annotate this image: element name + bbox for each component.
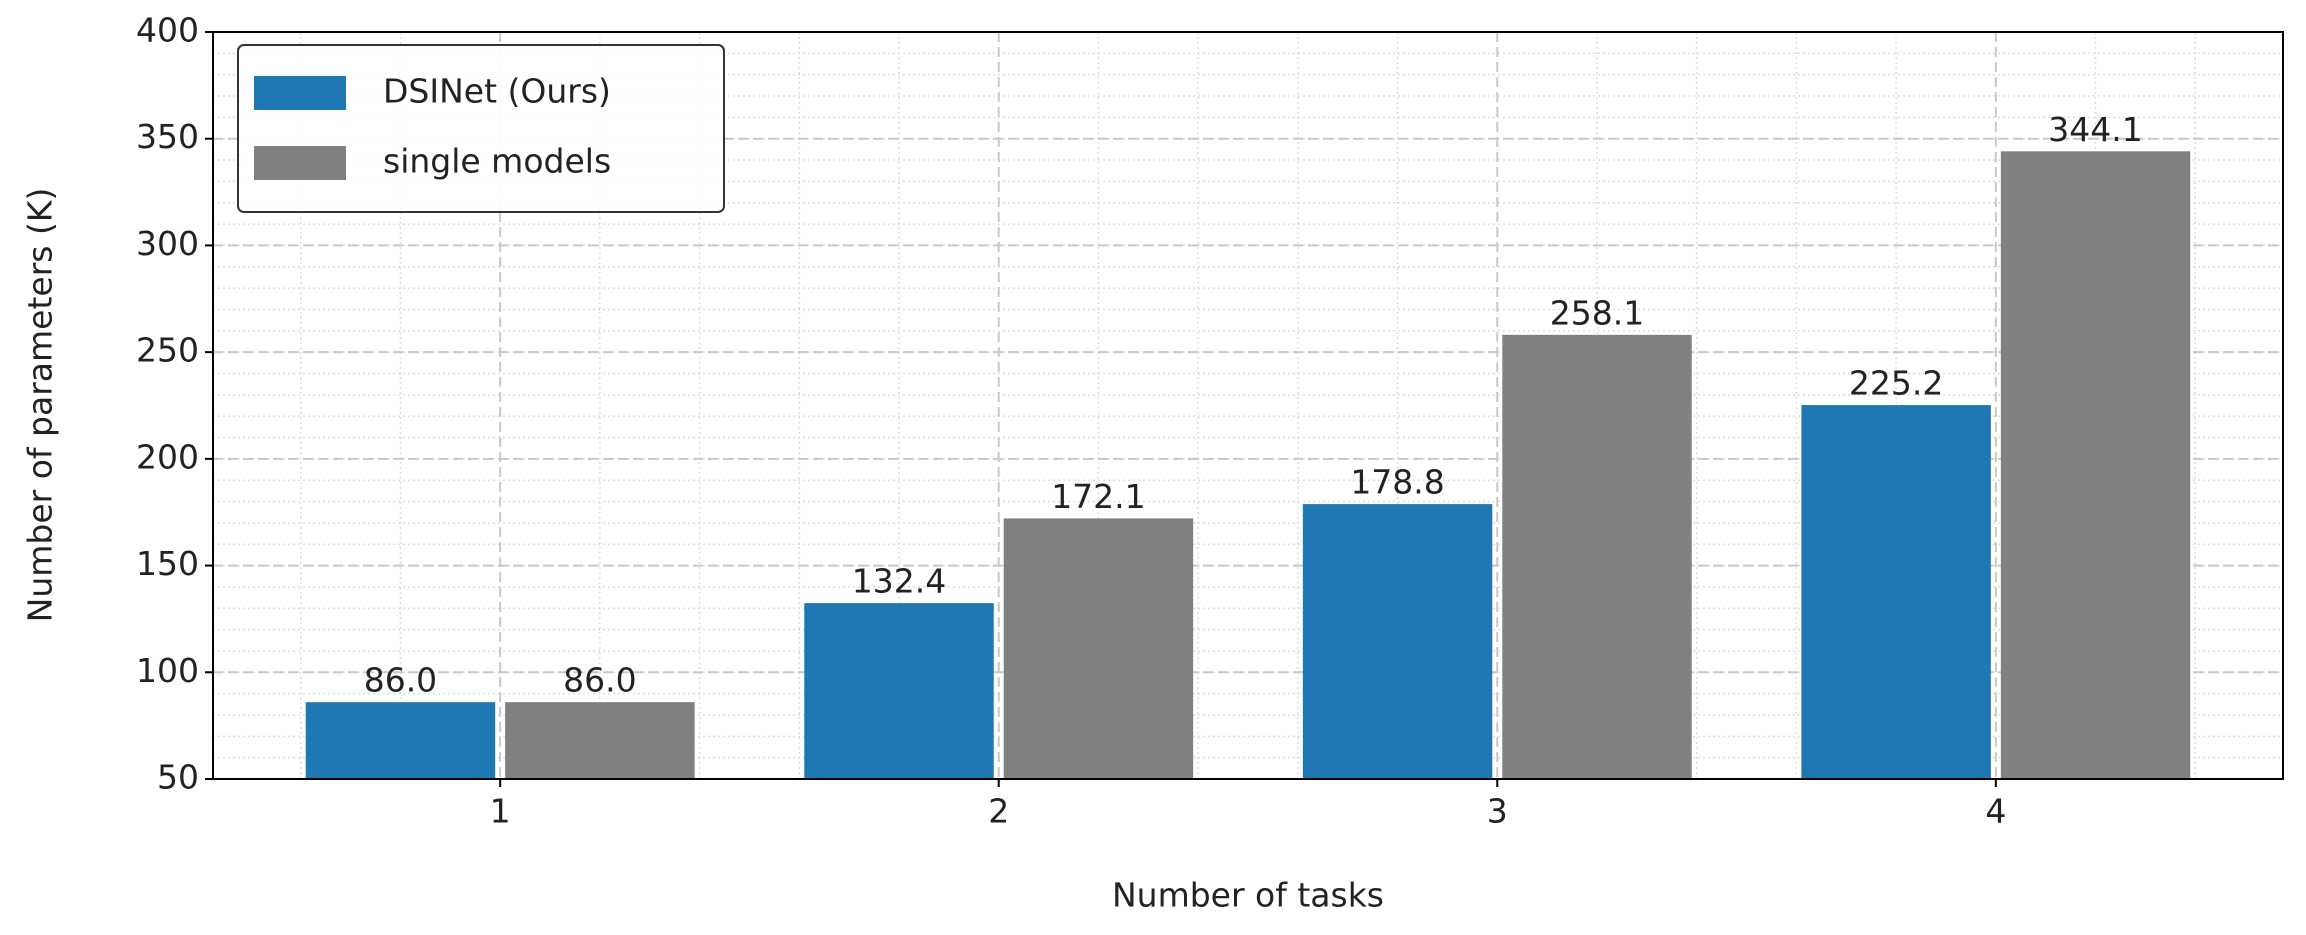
- legend-swatch: [254, 76, 346, 110]
- legend: DSINet (Ours) single models: [237, 44, 725, 213]
- legend-label: single models: [383, 142, 611, 181]
- value-label: 86.0: [364, 661, 437, 700]
- legend-label: DSINet (Ours): [383, 72, 611, 111]
- legend-swatch: [254, 146, 346, 180]
- plot-frame: [212, 31, 2284, 780]
- x-tick-label: 1: [490, 792, 511, 831]
- y-tick-label: 200: [136, 437, 199, 476]
- value-label: 225.2: [1849, 364, 1943, 403]
- value-label: 86.0: [563, 661, 636, 700]
- bar: [1801, 405, 1991, 779]
- x-tick-label: 4: [1985, 792, 2006, 831]
- x-tick-label: 3: [1487, 792, 1508, 831]
- bar: [804, 603, 994, 779]
- value-label: 344.1: [2048, 110, 2142, 149]
- bar: [2000, 151, 2191, 779]
- value-label: 178.8: [1350, 463, 1444, 502]
- value-label: 258.1: [1550, 293, 1644, 332]
- y-tick-label: 300: [136, 224, 199, 263]
- x-tick-label: 2: [988, 792, 1009, 831]
- y-tick-label: 50: [157, 758, 199, 797]
- x-axis-label: Number of tasks: [1112, 876, 1384, 915]
- bar: [1003, 518, 1194, 779]
- value-label: 172.1: [1051, 477, 1145, 516]
- bar: [505, 702, 695, 779]
- y-tick-label: 350: [136, 117, 199, 156]
- y-axis-label: Number of parameters (K): [21, 188, 60, 623]
- bar: [1502, 334, 1692, 779]
- y-tick-label: 150: [136, 544, 199, 583]
- y-tick-label: 250: [136, 331, 199, 370]
- value-label: 132.4: [852, 562, 946, 601]
- legend-box: [237, 44, 725, 213]
- bar: [305, 702, 496, 779]
- y-tick-label: 100: [136, 651, 199, 690]
- y-tick-label: 400: [136, 11, 199, 50]
- bar: [1302, 504, 1493, 779]
